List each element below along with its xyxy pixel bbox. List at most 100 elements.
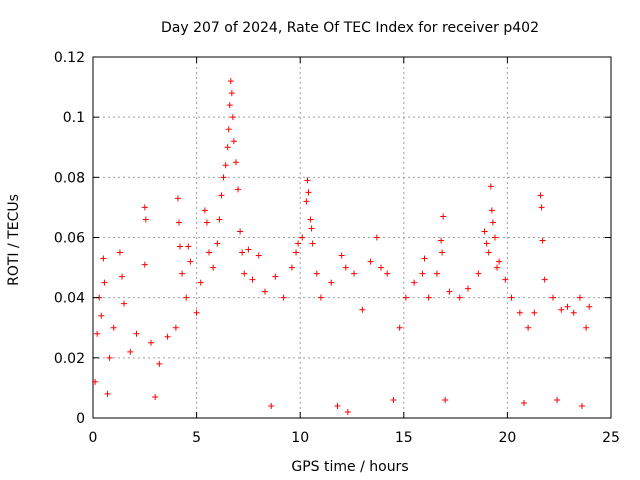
data-point xyxy=(303,198,310,205)
data-point xyxy=(308,225,315,232)
data-point xyxy=(121,300,128,307)
data-point xyxy=(232,159,239,166)
data-point xyxy=(185,243,192,250)
data-point xyxy=(531,309,538,316)
data-point xyxy=(487,183,494,190)
data-point xyxy=(539,237,546,244)
data-point xyxy=(110,324,117,331)
data-point xyxy=(419,270,426,277)
data-point xyxy=(224,144,231,151)
data-point xyxy=(216,216,223,223)
x-tick-label: 20 xyxy=(498,430,516,446)
data-point xyxy=(183,294,190,301)
data-point xyxy=(230,138,237,145)
data-point xyxy=(586,303,593,310)
x-tick-label: 0 xyxy=(89,430,98,446)
data-point xyxy=(156,360,163,367)
data-point xyxy=(268,402,275,409)
data-point xyxy=(293,249,300,256)
data-point xyxy=(488,207,495,214)
data-point xyxy=(239,249,246,256)
data-point xyxy=(494,264,501,271)
data-point xyxy=(92,378,99,385)
data-point xyxy=(541,276,548,283)
x-axis-ticks: 0 5 10 15 20 25 xyxy=(89,57,620,446)
data-point xyxy=(104,390,111,397)
data-point xyxy=(351,270,358,277)
data-point xyxy=(249,276,256,283)
data-point xyxy=(334,402,341,409)
data-point xyxy=(475,270,482,277)
data-point xyxy=(483,240,490,247)
data-point xyxy=(439,249,446,256)
data-point xyxy=(554,396,561,403)
data-point xyxy=(299,234,306,241)
data-point xyxy=(206,249,213,256)
data-point xyxy=(261,288,268,295)
data-point xyxy=(164,333,171,340)
data-point xyxy=(141,204,148,211)
data-point xyxy=(152,393,159,400)
data-point xyxy=(508,294,515,301)
x-tick-label: 15 xyxy=(395,430,413,446)
data-point xyxy=(390,396,397,403)
data-point xyxy=(255,252,262,259)
data-point xyxy=(402,294,409,301)
data-point xyxy=(317,294,324,301)
grid xyxy=(93,57,611,418)
data-point xyxy=(127,348,134,355)
data-point xyxy=(384,270,391,277)
x-axis-label: GPS time / hours xyxy=(291,459,408,475)
data-point xyxy=(172,324,179,331)
data-point xyxy=(197,279,204,286)
data-point xyxy=(100,255,107,262)
data-point xyxy=(235,186,242,193)
data-point xyxy=(564,303,571,310)
data-point xyxy=(148,339,155,346)
series-roti xyxy=(92,78,593,415)
y-tick-label: 0.04 xyxy=(54,291,85,307)
data-point xyxy=(344,408,351,415)
data-point xyxy=(245,246,252,253)
data-points xyxy=(92,78,593,415)
y-axis-label: ROTI / TECUs xyxy=(6,194,22,286)
data-point xyxy=(228,90,235,97)
data-point xyxy=(133,330,140,337)
data-point xyxy=(520,399,527,406)
data-point xyxy=(222,162,229,169)
data-point xyxy=(537,192,544,199)
y-tick-label: 0 xyxy=(76,411,85,427)
data-point xyxy=(328,279,335,286)
data-point xyxy=(421,255,428,262)
data-point xyxy=(220,174,227,181)
data-point xyxy=(411,279,418,286)
data-point xyxy=(218,192,225,199)
chart-title: Day 207 of 2024, Rate Of TEC Index for r… xyxy=(161,20,539,36)
data-point xyxy=(502,276,509,283)
data-point xyxy=(141,261,148,268)
data-point xyxy=(179,270,186,277)
data-point xyxy=(442,396,449,403)
data-point xyxy=(446,288,453,295)
data-point xyxy=(481,228,488,235)
data-point xyxy=(313,270,320,277)
x-tick-label: 25 xyxy=(602,430,620,446)
data-point xyxy=(229,114,236,121)
data-point xyxy=(227,78,234,85)
data-point xyxy=(142,216,149,223)
data-point xyxy=(203,219,210,226)
data-point xyxy=(433,270,440,277)
data-point xyxy=(304,177,311,184)
data-point xyxy=(226,102,233,109)
data-point xyxy=(119,273,126,280)
y-tick-label: 0.06 xyxy=(54,231,85,247)
data-point xyxy=(272,273,279,280)
data-point xyxy=(106,354,113,361)
x-tick-label: 10 xyxy=(291,430,309,446)
data-point xyxy=(201,207,208,214)
data-point xyxy=(425,294,432,301)
data-point xyxy=(174,195,181,202)
data-point xyxy=(307,216,314,223)
